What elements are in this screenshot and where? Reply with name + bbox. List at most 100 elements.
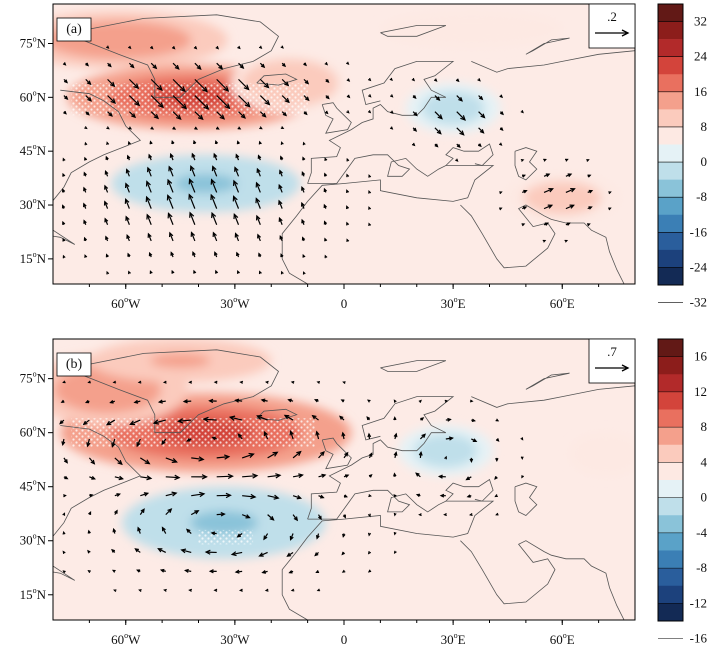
wind-vector bbox=[235, 153, 240, 161]
wind-vector bbox=[258, 270, 262, 275]
wind-vector bbox=[471, 438, 478, 443]
wind-vector bbox=[137, 380, 142, 384]
wind-vector bbox=[165, 457, 178, 464]
wind-vector bbox=[255, 181, 261, 193]
wind-vector bbox=[236, 140, 240, 145]
wind-vector bbox=[257, 233, 261, 242]
coastline bbox=[445, 143, 494, 166]
wind-vector bbox=[180, 548, 192, 554]
wind-vector bbox=[412, 111, 418, 117]
wind-vector bbox=[292, 450, 302, 459]
wind-vector bbox=[521, 475, 525, 479]
wind-vector bbox=[393, 399, 397, 403]
wind-vector bbox=[168, 231, 174, 242]
wind-vector bbox=[87, 380, 91, 384]
wind-vector bbox=[258, 252, 262, 258]
wind-vector bbox=[202, 416, 217, 423]
panel-label-text: (a) bbox=[66, 22, 82, 37]
coastline bbox=[514, 147, 538, 181]
wind-vector bbox=[267, 514, 275, 521]
wind-vector bbox=[87, 529, 91, 534]
wind-vector bbox=[105, 253, 109, 258]
colorbar-swatch bbox=[658, 91, 683, 110]
colorbar-label: 0 bbox=[701, 154, 708, 169]
wind-vector bbox=[340, 399, 345, 403]
colorbar-label: -8 bbox=[696, 560, 707, 575]
wind-vector bbox=[368, 494, 372, 498]
wind-vector bbox=[281, 95, 290, 104]
wind-vector bbox=[260, 398, 268, 403]
wind-vector bbox=[290, 588, 295, 592]
wind-vector bbox=[366, 416, 371, 421]
x-tick-label: 0 bbox=[341, 296, 348, 311]
wind-vector bbox=[278, 216, 283, 225]
wind-vector bbox=[214, 139, 219, 145]
wind-vector bbox=[208, 398, 217, 404]
wind-vector bbox=[418, 450, 423, 458]
colorbar-swatch bbox=[658, 356, 683, 375]
wind-vector bbox=[565, 173, 573, 178]
y-tick-label: 15oN bbox=[20, 250, 47, 266]
wind-vector bbox=[478, 95, 484, 101]
colorbar-swatch bbox=[658, 144, 683, 163]
wind-vector bbox=[389, 94, 394, 98]
wind-vector bbox=[234, 166, 240, 177]
reference-vector-label: .7 bbox=[607, 344, 617, 359]
wind-vector bbox=[238, 78, 250, 91]
wind-vector bbox=[62, 157, 66, 162]
wind-vector bbox=[88, 511, 92, 515]
wind-vector bbox=[62, 172, 66, 177]
coastline bbox=[256, 73, 298, 86]
colorbar-label: -16 bbox=[690, 224, 708, 239]
wind-vector bbox=[346, 173, 350, 178]
wind-vector bbox=[184, 568, 192, 573]
wind-vector bbox=[342, 533, 346, 538]
wind-vector bbox=[215, 45, 220, 50]
wind-vector bbox=[543, 222, 550, 226]
wind-vector bbox=[147, 232, 152, 242]
wind-vector bbox=[478, 127, 485, 134]
wind-vector bbox=[301, 171, 306, 177]
wind-vector bbox=[565, 204, 575, 210]
wind-vector bbox=[211, 436, 217, 441]
wind-vector bbox=[280, 270, 284, 275]
wind-vector bbox=[139, 508, 145, 515]
wind-vector bbox=[125, 168, 130, 177]
x-tick-label: 30oW bbox=[220, 631, 250, 647]
coastline bbox=[53, 89, 142, 223]
reference-vector-label: .2 bbox=[607, 9, 617, 24]
wind-vector bbox=[311, 414, 319, 421]
wind-vector bbox=[315, 569, 320, 574]
colorbar-label: -8 bbox=[696, 189, 707, 204]
wind-vector bbox=[325, 95, 330, 100]
wind-vector bbox=[286, 551, 294, 557]
wind-vector bbox=[302, 253, 306, 258]
wind-vector bbox=[114, 509, 118, 515]
wind-vector bbox=[318, 494, 325, 499]
colorbar-frame bbox=[657, 3, 684, 286]
wind-vector bbox=[111, 438, 116, 448]
wind-vector bbox=[82, 202, 87, 209]
wind-vector bbox=[60, 399, 65, 403]
coastline bbox=[281, 154, 495, 284]
wind-vector bbox=[182, 399, 192, 404]
wind-vector bbox=[456, 127, 465, 136]
wind-vector bbox=[324, 157, 328, 162]
wind-vector bbox=[289, 533, 294, 541]
wind-vector bbox=[241, 514, 251, 519]
wind-vector bbox=[393, 550, 397, 555]
wind-vector bbox=[478, 111, 486, 119]
wind-vector bbox=[323, 220, 328, 225]
wind-vector bbox=[172, 126, 177, 130]
wind-vector bbox=[159, 568, 166, 573]
coastline bbox=[307, 396, 455, 520]
wind-vector bbox=[443, 513, 447, 517]
wind-vector bbox=[106, 270, 110, 275]
wind-vector bbox=[140, 475, 153, 481]
wind-vector bbox=[128, 45, 132, 50]
wind-vector bbox=[87, 549, 91, 554]
wind-vector bbox=[185, 528, 192, 534]
wind-vector bbox=[303, 78, 310, 85]
wind-vector bbox=[324, 110, 329, 115]
coastline bbox=[281, 489, 495, 620]
